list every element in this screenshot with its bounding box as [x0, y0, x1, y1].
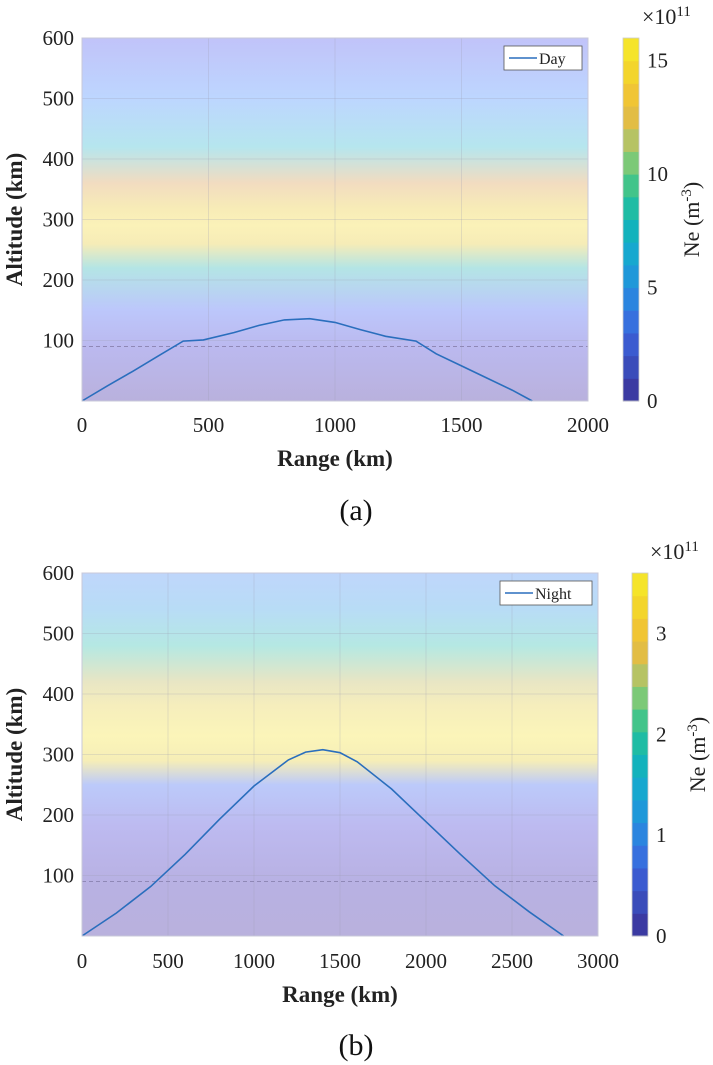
x-tick-label: 2000 [567, 413, 609, 437]
series-line-night [81, 748, 565, 937]
colorbar-segment [623, 242, 639, 266]
panel-label: (a) [339, 494, 372, 527]
colorbar-tick-label: 1 [656, 823, 667, 847]
colorbar-multiplier-exponent: 11 [684, 539, 698, 555]
x-tick-label: 500 [193, 413, 225, 437]
colorbar-segment [623, 128, 639, 152]
colorbar-segment [632, 913, 648, 937]
colorbar-segment [632, 709, 648, 733]
colorbar-frame [622, 37, 640, 402]
colorbar-segment [632, 731, 648, 755]
panel-a: 0 500 1000 1500 2000100200300400500600Range … [2, 4, 704, 527]
colorbar-tick-label: 15 [647, 49, 668, 73]
y-tick-label: 200 [43, 803, 75, 827]
y-axis-label: Altitude (km) [2, 688, 27, 822]
colorbar-segment [623, 378, 639, 402]
panel-label: (b) [339, 1029, 374, 1062]
colorbar-frame [631, 572, 649, 937]
y-tick-label: 600 [43, 561, 75, 585]
colorbar-segment [632, 663, 648, 687]
colorbar-tick-label: 0 [656, 924, 667, 948]
colorbar-tick-label: 0 [647, 389, 658, 413]
colorbar-segment [623, 219, 639, 243]
x-tick-label: 1500 [319, 949, 361, 973]
colorbar-label-superscript: -3 [685, 724, 701, 737]
colorbar-segment [623, 355, 639, 379]
colorbar-segment [632, 754, 648, 778]
colorbar-tick-label: 2 [656, 722, 667, 746]
y-tick-label: 100 [43, 329, 75, 353]
y-tick-label: 200 [43, 268, 75, 292]
colorbar-multiplier: ×1011 [642, 4, 691, 29]
x-tick-label: 0 [77, 949, 88, 973]
colorbar-segment [623, 60, 639, 84]
x-tick-label: 1000 [233, 949, 275, 973]
colorbar-segment [623, 151, 639, 175]
colorbar-segment [632, 686, 648, 710]
y-tick-label: 600 [43, 26, 75, 50]
colorbar-segment [623, 287, 639, 311]
series-line-day [81, 317, 533, 402]
colorbar-label-close: ) [685, 717, 710, 724]
x-tick-label: 2000 [405, 949, 447, 973]
colorbar-segment [623, 106, 639, 130]
y-tick-label: 300 [43, 208, 75, 232]
colorbar-segment [632, 618, 648, 642]
colorbar-tick-label: 3 [656, 622, 667, 646]
colorbar-segment [623, 196, 639, 220]
y-tick-label: 400 [43, 147, 75, 171]
y-tick-label: 500 [43, 622, 75, 646]
x-tick-label: 1500 [441, 413, 483, 437]
colorbar-multiplier-exponent: 11 [676, 4, 690, 20]
colorbar-label: Ne (m-3) [685, 717, 710, 792]
plot-frame [81, 37, 589, 402]
x-axis-label: Range (km) [277, 446, 393, 471]
y-axis-label: Altitude (km) [2, 153, 27, 287]
x-axis-label: Range (km) [282, 982, 398, 1007]
colorbar-segment [623, 310, 639, 334]
legend-label: Night [535, 586, 572, 603]
colorbar-multiplier: ×1011 [650, 539, 699, 564]
colorbar-segment [632, 777, 648, 801]
colorbar-label: Ne (m-3) [679, 182, 704, 257]
colorbar-segment [632, 641, 648, 665]
colorbar-segment [632, 890, 648, 914]
y-tick-label: 500 [43, 87, 75, 111]
density-background [82, 573, 598, 936]
colorbar-segment [632, 867, 648, 892]
x-tick-label: 0 [77, 413, 88, 437]
colorbar-segment [623, 174, 639, 198]
x-tick-label: 2500 [491, 949, 533, 973]
legend-label: Day [539, 51, 566, 68]
colorbar-segment [623, 83, 639, 107]
density-background [82, 38, 588, 401]
x-tick-label: 500 [152, 949, 184, 973]
plot-frame [81, 572, 599, 937]
colorbar-segment [632, 573, 648, 597]
colorbar-segment [623, 38, 639, 62]
colorbar-segment [632, 845, 648, 869]
colorbar-label-close: ) [679, 182, 704, 189]
y-tick-label: 100 [43, 864, 75, 888]
colorbar-segment [632, 595, 648, 619]
colorbar-segment [623, 332, 639, 357]
colorbar-label-superscript: -3 [679, 189, 695, 202]
y-tick-label: 400 [43, 682, 75, 706]
colorbar-tick-label: 10 [647, 162, 668, 186]
colorbar-segment [632, 822, 648, 846]
colorbar-segment [632, 799, 648, 824]
panel-b: 0 500 1000 1500 2000 2500 3000 100 200 300 400 500 6… [2, 539, 710, 1062]
colorbar-segment [623, 264, 639, 289]
colorbar-tick-label: 5 [647, 276, 658, 300]
y-tick-label: 300 [43, 743, 75, 767]
x-tick-label: 3000 [577, 949, 619, 973]
x-tick-label: 1000 [314, 413, 356, 437]
